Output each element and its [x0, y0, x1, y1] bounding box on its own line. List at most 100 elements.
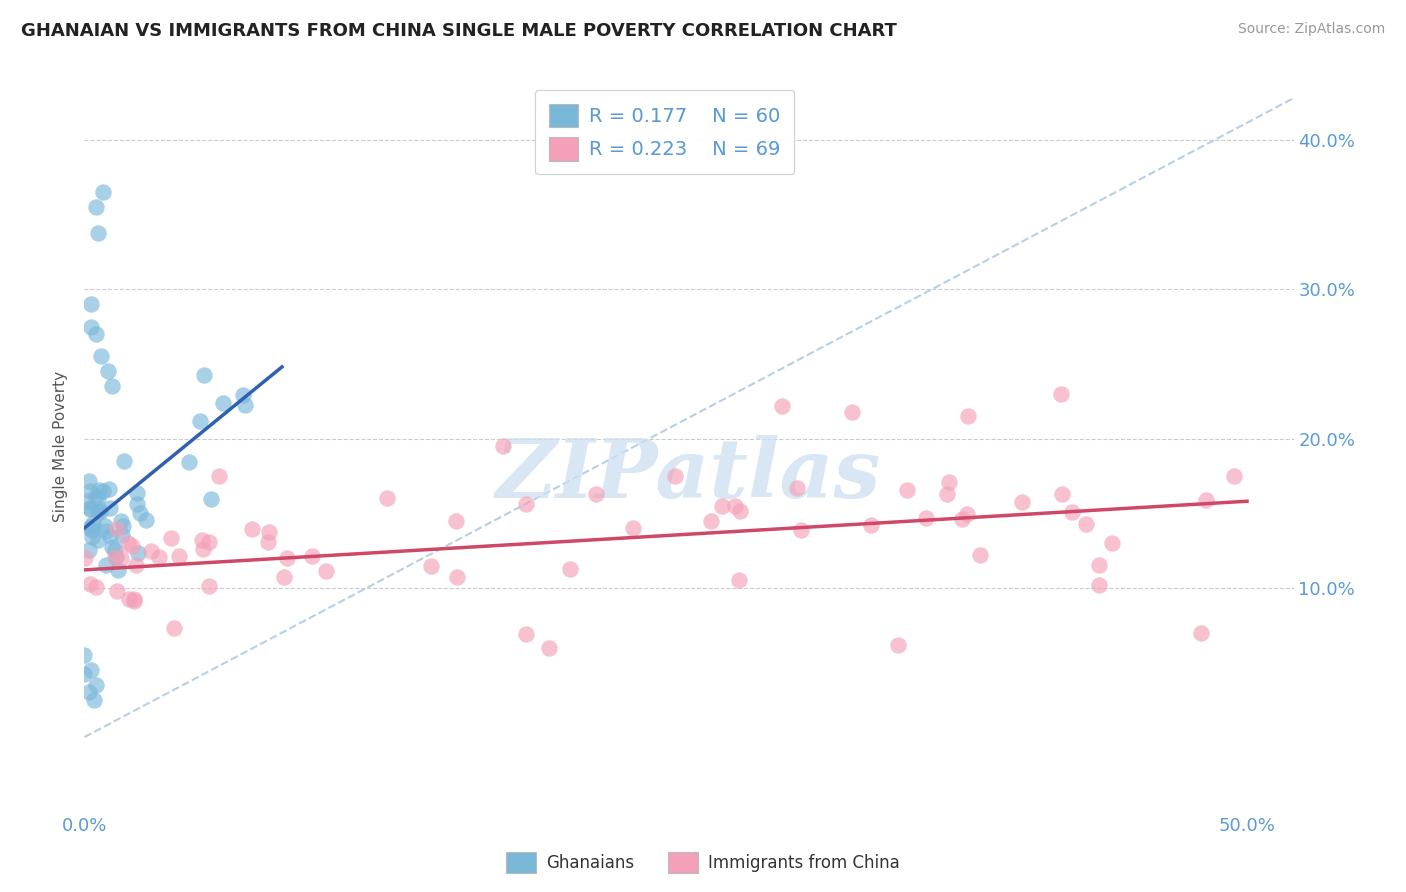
Text: Source: ZipAtlas.com: Source: ZipAtlas.com [1237, 22, 1385, 37]
Point [80, 297, 103, 311]
Point [80, 319, 103, 334]
Point [90, 350, 112, 364]
Point [91, 186, 114, 200]
Point [118, 591, 141, 606]
Point [560, 562, 582, 576]
Point [103, 543, 125, 558]
Point [375, 491, 398, 506]
Point [110, 550, 132, 565]
Point [664, 468, 686, 483]
Point [75, 550, 97, 565]
Point [139, 544, 162, 558]
Point [177, 455, 200, 469]
Point [148, 549, 170, 564]
Point [770, 399, 793, 413]
Point [125, 497, 148, 511]
Point [105, 522, 128, 536]
Point [193, 368, 215, 383]
Point [83, 692, 105, 706]
Point [84, 678, 107, 692]
Point [232, 388, 254, 402]
Point [301, 549, 323, 563]
Point [77, 542, 100, 557]
Point [256, 535, 278, 549]
Point [1076, 517, 1098, 532]
Point [446, 570, 468, 584]
Point [724, 499, 747, 513]
Point [914, 510, 936, 524]
Point [621, 521, 644, 535]
Point [492, 439, 515, 453]
Point [950, 512, 973, 526]
Point [956, 409, 979, 424]
Point [87, 226, 110, 240]
Point [841, 405, 863, 419]
Point [1194, 493, 1216, 508]
Point [211, 396, 233, 410]
Point [84, 489, 107, 503]
Point [121, 539, 143, 553]
Point [515, 497, 537, 511]
Point [188, 414, 211, 428]
Point [112, 519, 135, 533]
Point [969, 548, 991, 562]
Point [97, 364, 120, 378]
Point [1052, 487, 1074, 501]
Point [82, 530, 104, 544]
Point [86, 533, 108, 548]
Point [728, 504, 751, 518]
Point [896, 483, 918, 497]
Point [84, 580, 107, 594]
Point [76, 494, 98, 508]
Point [82, 516, 104, 530]
Point [938, 475, 960, 489]
Point [100, 541, 122, 555]
Point [80, 663, 103, 677]
Point [786, 481, 808, 495]
Point [956, 508, 979, 522]
Point [79, 576, 101, 591]
Point [79, 484, 101, 499]
Point [935, 486, 957, 500]
Point [790, 524, 813, 538]
Point [101, 379, 124, 393]
Point [273, 570, 295, 584]
Point [105, 584, 128, 599]
Point [585, 487, 607, 501]
Point [97, 482, 120, 496]
Point [1062, 505, 1084, 519]
Point [86, 491, 108, 505]
Point [728, 573, 751, 587]
Point [860, 518, 883, 533]
Point [89, 505, 111, 519]
Point [1101, 536, 1123, 550]
Text: ZIPatlas: ZIPatlas [496, 435, 882, 516]
Point [125, 485, 148, 500]
Point [233, 399, 256, 413]
Point [122, 593, 145, 607]
Point [710, 499, 733, 513]
Point [112, 454, 135, 468]
Point [515, 627, 537, 641]
Point [198, 579, 221, 593]
Point [87, 501, 110, 516]
Point [94, 558, 117, 572]
Point [208, 468, 231, 483]
Legend: R = 0.177    N = 60, R = 0.223    N = 69: R = 0.177 N = 60, R = 0.223 N = 69 [536, 90, 794, 175]
Point [198, 535, 221, 549]
Point [84, 200, 107, 214]
Point [538, 640, 561, 655]
Point [111, 528, 134, 542]
Point [73, 667, 96, 681]
Point [887, 638, 910, 652]
Point [117, 535, 139, 549]
Point [420, 558, 443, 573]
Point [125, 558, 148, 573]
Point [160, 531, 183, 545]
Point [91, 483, 114, 498]
Point [240, 522, 263, 536]
Point [1223, 469, 1246, 483]
Point [200, 492, 222, 507]
Point [167, 549, 190, 563]
Point [128, 506, 150, 520]
